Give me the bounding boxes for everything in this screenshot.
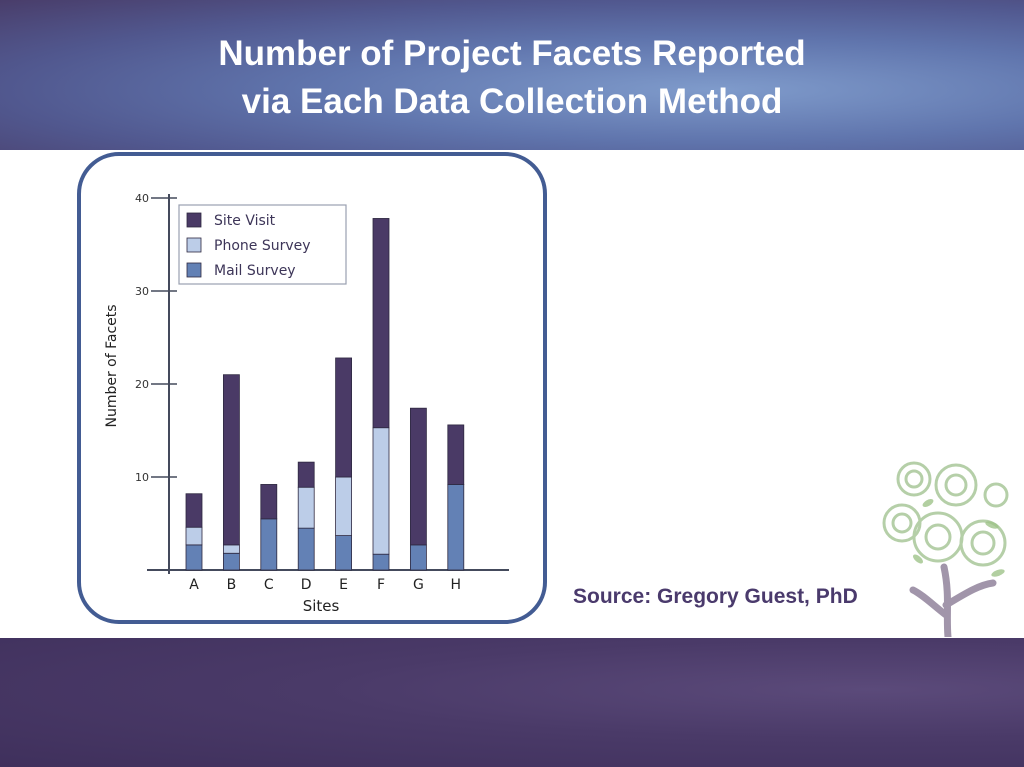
title-line-1: Number of Project Facets Reported [218, 34, 806, 73]
x-tick-label: C [264, 577, 274, 593]
bar-segment-mail-survey-H [447, 484, 465, 571]
stacked-bar-chart: 10 20 30 40 Number of Facets A B C D E F G H Sites Sit… [104, 192, 509, 615]
legend-label-mail-survey: Mail Survey [214, 263, 296, 279]
legend-label-site-visit: Site Visit [214, 213, 276, 229]
bar-segment-mail-survey-G [409, 544, 427, 571]
slide-title: Number of Project Facets Reported via Ea… [0, 30, 1024, 126]
legend-box [178, 204, 347, 285]
footer-band [0, 638, 1024, 767]
x-tick-label: H [451, 577, 462, 593]
bar-segment-mail-survey-D [297, 527, 315, 571]
legend-swatch-site-visit [186, 212, 202, 228]
bar-segment-mail-survey-B [222, 552, 240, 571]
bar-segment-phone-survey-F [372, 427, 390, 555]
bar-segment-mail-survey-F [372, 553, 390, 571]
tree-logo-icon [882, 461, 1009, 637]
y-tick-label: 20 [135, 378, 149, 391]
bar-segment-site-visit-B [222, 374, 240, 546]
bar-segment-mail-survey-E [335, 535, 353, 571]
x-axis-label: Sites [303, 597, 340, 615]
header-banner: Number of Project Facets Reported via Ea… [0, 0, 1024, 150]
x-tick-label: D [301, 577, 312, 593]
title-line-2: via Each Data Collection Method [241, 82, 783, 121]
source-credit: Source: Gregory Guest, PhD [573, 585, 858, 608]
bar-segment-mail-survey-A [185, 544, 203, 571]
y-tick-label: 10 [135, 471, 149, 484]
bar-segment-phone-survey-A [185, 526, 203, 546]
x-tick-label: G [413, 577, 424, 593]
bar-segment-site-visit-E [335, 357, 353, 478]
bar-segment-phone-survey-E [335, 476, 353, 536]
x-tick-label: B [227, 577, 237, 593]
bar-segment-phone-survey-B [222, 544, 240, 554]
x-tick-label: E [339, 577, 348, 593]
bar-segment-site-visit-C [260, 484, 278, 520]
x-tick-label: A [189, 577, 199, 593]
x-tick-label: F [377, 577, 385, 593]
bar-segment-mail-survey-C [260, 518, 278, 571]
legend-swatch-mail-survey [186, 262, 202, 278]
y-tick-label: 30 [135, 285, 149, 298]
y-tick-label: 40 [135, 192, 149, 205]
y-axis-label: Number of Facets [104, 304, 120, 427]
bar-segment-site-visit-F [372, 218, 390, 429]
bar-segment-site-visit-A [185, 493, 203, 528]
legend-swatch-phone-survey [186, 237, 202, 253]
bar-segment-phone-survey-D [297, 486, 315, 529]
bar-segment-site-visit-G [409, 407, 427, 546]
bar-segment-site-visit-H [447, 424, 465, 485]
bar-segment-site-visit-D [297, 461, 315, 488]
legend-label-phone-survey: Phone Survey [214, 238, 311, 254]
